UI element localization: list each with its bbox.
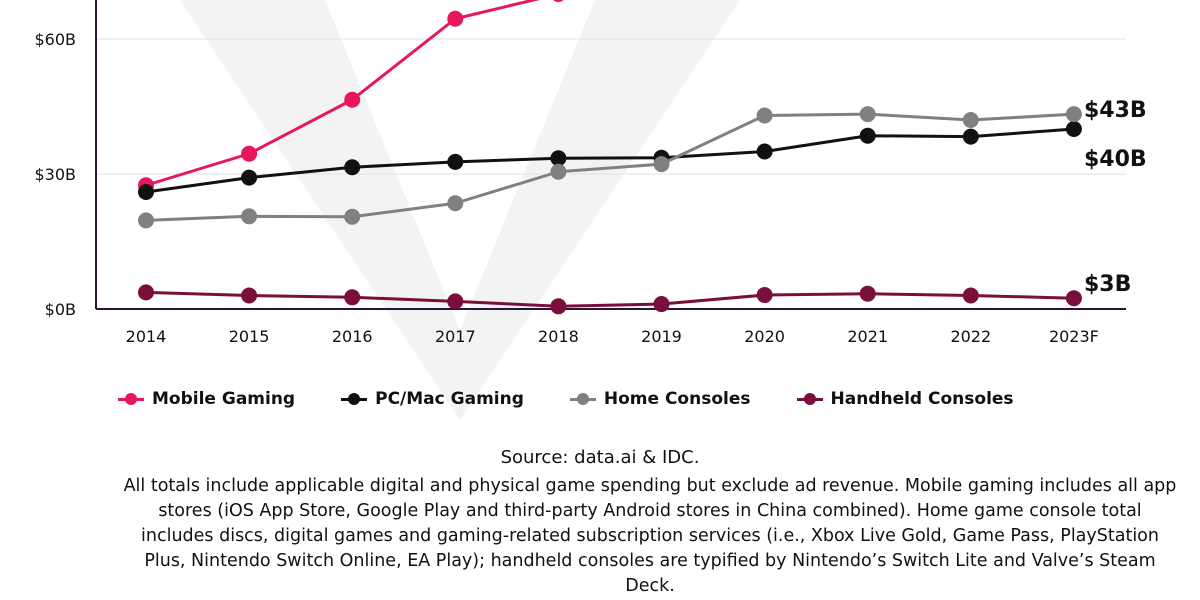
legend-label: Home Consoles	[603, 389, 751, 409]
data-point	[756, 143, 773, 160]
data-point	[344, 289, 361, 306]
legend-label: Mobile Gaming	[152, 389, 296, 409]
data-point	[550, 150, 567, 167]
data-point	[1065, 121, 1082, 137]
series-line	[145, 127, 1075, 194]
methodology-note: All totals include applicable digital an…	[123, 476, 1177, 596]
y-tick-label: $60B	[34, 30, 76, 49]
end-value-label: $40B	[1084, 147, 1147, 172]
legend-item: Mobile Gaming	[118, 389, 295, 409]
data-point	[241, 145, 258, 162]
data-point	[756, 107, 773, 124]
data-point	[447, 195, 464, 212]
data-point	[962, 287, 979, 304]
y-tick-label: $0B	[45, 300, 76, 319]
line-chart: $0B $30B $60B 2014 2015 2016 2017 2018 2019 2020…	[34, 0, 1147, 420]
legend: Mobile Gaming PC/Mac Gaming Home Consoles H…	[118, 386, 1098, 412]
x-tick-label: 2018	[538, 327, 579, 346]
legend-item: Home Consoles	[569, 389, 751, 409]
data-point	[859, 285, 876, 302]
watermark-logo	[180, 0, 740, 420]
legend-item: Handheld Consoles	[796, 389, 1014, 409]
data-point	[962, 112, 979, 128]
data-point	[859, 106, 876, 123]
data-point	[241, 208, 258, 225]
y-tick-label: $30B	[34, 165, 76, 184]
data-point	[344, 159, 361, 176]
data-point	[138, 284, 154, 301]
data-point	[447, 10, 464, 27]
x-tick-label: 2023F	[1049, 327, 1099, 346]
series-handheld-consoles	[138, 284, 1082, 315]
x-tick-label: 2015	[229, 327, 270, 346]
data-point	[653, 296, 670, 313]
end-value-label: $43B	[1084, 98, 1147, 123]
end-labels: $43B $40B $3B	[1084, 98, 1147, 297]
data-point	[241, 287, 258, 304]
y-axis-ticks: $0B $30B $60B	[34, 30, 76, 319]
data-point	[550, 298, 567, 315]
series-line	[145, 112, 1074, 222]
x-tick-label: 2022	[950, 327, 991, 346]
legend-swatch	[341, 392, 368, 406]
x-tick-label: 2016	[332, 327, 373, 346]
data-point	[447, 153, 464, 170]
data-point	[241, 169, 258, 186]
data-point	[447, 293, 464, 310]
series-line	[145, 290, 1074, 308]
data-point	[1065, 106, 1082, 123]
legend-item: PC/Mac Gaming	[341, 389, 524, 409]
x-tick-label: 2021	[847, 327, 888, 346]
legend-swatch	[569, 392, 596, 406]
data-point	[553, 0, 564, 2]
legend-swatch	[118, 392, 144, 406]
data-point	[756, 287, 773, 304]
data-point	[550, 163, 567, 180]
x-axis-ticks: 2014 2015 2016 2017 2018 2019 2020 2021 2022 2023…	[126, 327, 1099, 346]
x-tick-label: 2020	[744, 327, 785, 346]
legend-label: PC/Mac Gaming	[375, 389, 524, 409]
legend-swatch	[796, 392, 823, 406]
gridlines	[96, 38, 1126, 175]
data-point	[1065, 290, 1082, 307]
series-lines	[138, 0, 1082, 315]
series-home-consoles	[138, 106, 1082, 229]
data-point	[138, 184, 154, 200]
x-tick-label: 2014	[126, 327, 167, 346]
data-point	[138, 212, 154, 229]
x-tick-label: 2017	[435, 327, 476, 346]
x-tick-label: 2019	[641, 327, 682, 346]
data-point	[653, 156, 670, 173]
data-point	[962, 128, 979, 145]
end-value-label: $3B	[1084, 272, 1131, 297]
data-point	[859, 127, 876, 144]
data-point	[344, 208, 361, 225]
source-note: Source: data.ai & IDC.	[500, 447, 700, 468]
data-point	[344, 91, 361, 108]
legend-label: Handheld Consoles	[830, 389, 1014, 409]
